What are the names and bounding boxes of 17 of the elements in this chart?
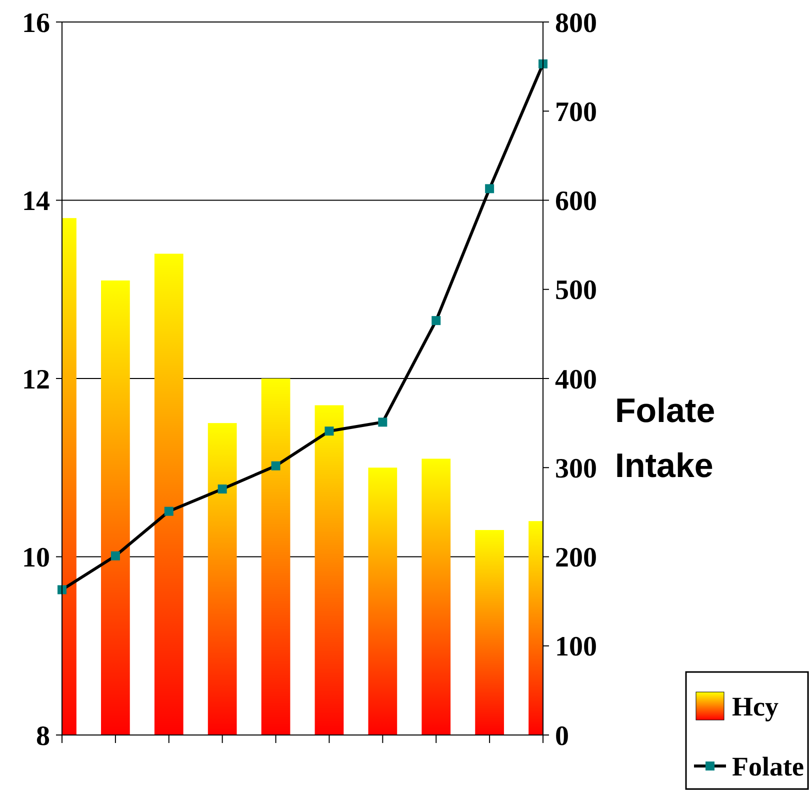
y2-tick-label: 800	[555, 8, 597, 39]
y2-axis-title: Folate Intake	[615, 392, 716, 485]
legend-label: Hcy	[732, 691, 779, 722]
y-tick-label: 10	[22, 542, 50, 574]
y2-tick-label: 300	[555, 453, 597, 484]
y2-tick-label: 400	[555, 364, 597, 396]
y2-tick-label: 700	[555, 96, 597, 128]
y2-tick-label: 0	[555, 720, 569, 752]
y2-tick-label: 600	[555, 186, 597, 218]
y-tick-label: 16	[22, 8, 50, 39]
y-tick-label: 12	[22, 364, 50, 396]
legend-label: Folate	[732, 751, 804, 782]
y-tick-label: 8	[36, 720, 50, 752]
y2-tick-label: 500	[555, 275, 597, 306]
y2-tick-label: 100	[555, 632, 597, 663]
y2-tick-label: 200	[555, 542, 597, 574]
y-tick-label: 14	[22, 186, 50, 218]
